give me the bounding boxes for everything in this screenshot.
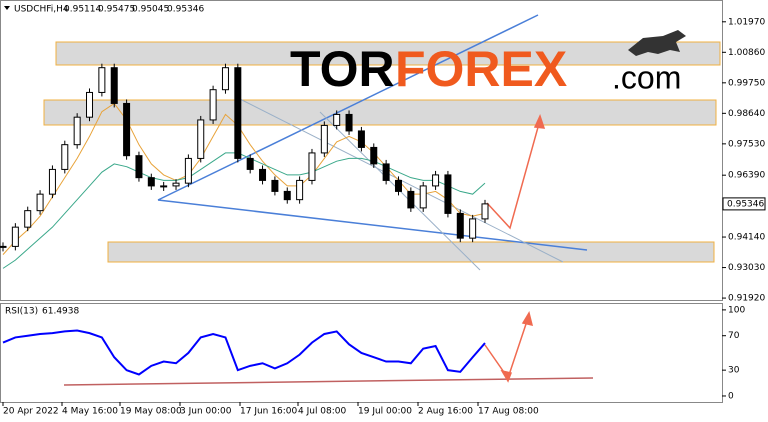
- moving-average: [2, 152, 486, 269]
- candle: [197, 119, 205, 159]
- candle: [48, 168, 56, 195]
- candle: [123, 102, 131, 157]
- rsi-trend-line: [63, 377, 594, 386]
- x-tick-label: 20 Apr 2022: [3, 407, 59, 417]
- candle: [73, 116, 81, 146]
- candle: [320, 124, 328, 154]
- y-tick-label: 0.98640: [728, 109, 765, 119]
- y-tick-label: 1.01970: [728, 17, 765, 27]
- candle: [444, 174, 452, 214]
- x-tick-label: 17 Aug 08:00: [478, 407, 539, 417]
- x-tick-label: 19 Jul 00:00: [358, 407, 412, 417]
- candle: [407, 190, 415, 209]
- candle: [11, 226, 19, 247]
- candle: [333, 113, 341, 126]
- candle: [382, 163, 390, 181]
- candle: [259, 168, 267, 181]
- candle: [221, 67, 229, 91]
- x-tick-label: 4 May 16:00: [62, 407, 118, 417]
- candle: [283, 190, 291, 201]
- moving-average: [2, 102, 486, 255]
- candle: [110, 67, 118, 104]
- y-tick-label: 0.96390: [728, 171, 765, 181]
- y-tick-label: 0.94140: [728, 233, 765, 243]
- support-zone: [107, 241, 715, 263]
- trend-line: [157, 199, 588, 251]
- menu-arrow: [4, 6, 10, 10]
- rsi-value: 61.4938: [42, 307, 79, 317]
- candle: [184, 157, 192, 184]
- candle: [147, 177, 155, 187]
- candle: [481, 203, 489, 220]
- candle: [345, 113, 353, 132]
- rsi-line: [2, 329, 486, 376]
- ohlc-value: 0.95346: [167, 5, 204, 15]
- candle: [357, 130, 365, 148]
- candle: [24, 210, 32, 228]
- x-tick-label: 2 Aug 16:00: [418, 407, 473, 417]
- price-tag-label: 0.95346: [727, 199, 764, 209]
- price-tag: [722, 197, 766, 211]
- candle: [36, 193, 44, 212]
- candle: [98, 67, 106, 93]
- y-tick-label: 0.97530: [728, 139, 765, 149]
- y-tick-label: 1.00860: [728, 48, 765, 58]
- trend-line: [157, 14, 539, 201]
- candle: [209, 89, 217, 121]
- logo-bull: [628, 30, 686, 56]
- candle: [234, 67, 242, 159]
- candle: [271, 179, 279, 192]
- candle: [86, 91, 94, 118]
- x-tick-label: 17 Jun 16:00: [240, 407, 297, 417]
- y-tick-label: 0.93030: [728, 263, 765, 273]
- symbol: USDCHFi,H4: [14, 5, 69, 15]
- ohlc-value: 0.95045: [132, 5, 169, 15]
- rsi-name: RSI(13): [5, 307, 38, 317]
- candle: [0, 245, 7, 248]
- y-tick-label: 70: [728, 331, 740, 341]
- y-tick-label: 0.91920: [728, 294, 765, 304]
- candle: [308, 152, 316, 181]
- logo-com: .com: [612, 59, 681, 95]
- logo-tor: TOR: [290, 41, 395, 97]
- candle: [172, 182, 180, 187]
- candle: [456, 212, 464, 239]
- forecast-arrow: [484, 113, 546, 383]
- candle: [432, 174, 440, 187]
- x-tick-label: 3 Jun 00:00: [180, 407, 232, 417]
- y-tick-label: 0.99750: [728, 78, 765, 88]
- candle: [160, 185, 168, 188]
- ohlc-value: 0.95114: [64, 5, 101, 15]
- candle: [246, 157, 254, 170]
- candle: [394, 179, 402, 192]
- logo-forex: FOREX: [395, 41, 567, 97]
- x-tick-label: 4 Jul 08:00: [298, 407, 347, 417]
- resistance-zone: [43, 99, 717, 126]
- candle: [419, 185, 427, 209]
- candle: [296, 179, 304, 201]
- y-tick-label: 100: [728, 305, 745, 315]
- y-tick-label: 0: [728, 391, 734, 401]
- resistance-zone: [55, 41, 721, 66]
- candle: [370, 146, 378, 165]
- ohlc-value: 0.95475: [98, 5, 135, 15]
- y-tick-label: 30: [728, 366, 740, 376]
- x-tick-label: 19 May 08:00: [120, 407, 182, 417]
- candle: [135, 155, 143, 179]
- candle: [61, 144, 69, 170]
- candle: [469, 218, 477, 239]
